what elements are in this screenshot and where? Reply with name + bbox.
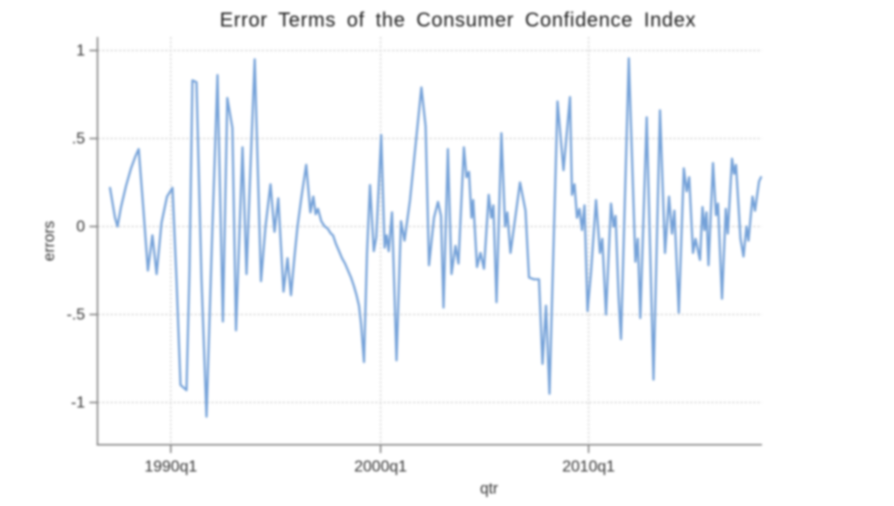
svg-text:.5: .5 bbox=[72, 131, 85, 148]
svg-text:1: 1 bbox=[76, 43, 85, 60]
svg-text:-.5: -.5 bbox=[67, 307, 86, 324]
svg-text:errors: errors bbox=[41, 221, 58, 262]
svg-text:-1: -1 bbox=[71, 395, 85, 412]
svg-text:qtr: qtr bbox=[480, 481, 498, 498]
svg-text:2000q1: 2000q1 bbox=[354, 459, 407, 476]
svg-text:1990q1: 1990q1 bbox=[144, 459, 197, 476]
svg-text:2010q1: 2010q1 bbox=[562, 459, 615, 476]
svg-text:0: 0 bbox=[76, 219, 85, 236]
svg-text:Error Terms of the Consumer Co: Error Terms of the Consumer Confidence I… bbox=[220, 10, 697, 32]
